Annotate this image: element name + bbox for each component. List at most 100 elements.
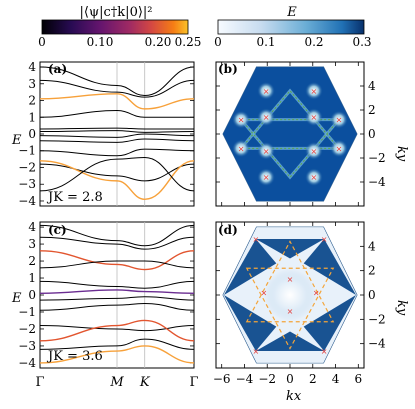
colorbar-right-tick: 0.1 bbox=[256, 35, 275, 49]
y-tick-label: −2 bbox=[18, 322, 36, 336]
band-line bbox=[39, 156, 195, 192]
dark-lobe bbox=[223, 295, 277, 351]
y-tick-label: 4 bbox=[28, 220, 36, 234]
x-tick-label: 0 bbox=[286, 372, 294, 386]
pocket-glow bbox=[304, 141, 323, 160]
pocket-marker: × bbox=[336, 144, 343, 153]
band-line bbox=[39, 289, 195, 295]
band-line bbox=[39, 236, 195, 250]
pocket-glow bbox=[257, 81, 276, 100]
pocket-marker: × bbox=[252, 347, 259, 356]
y-tick-label: −3 bbox=[18, 177, 36, 191]
band-line bbox=[39, 110, 194, 118]
band-line bbox=[39, 280, 195, 289]
y-tick-label: −1 bbox=[18, 305, 36, 319]
bz-xlabel: kx bbox=[286, 389, 302, 404]
band-line bbox=[39, 325, 195, 332]
bz-boundary bbox=[222, 66, 358, 202]
band-line bbox=[39, 319, 195, 342]
y-tick-label: 0 bbox=[368, 127, 376, 141]
dark-lobe bbox=[303, 239, 357, 295]
band-line bbox=[39, 133, 195, 138]
pocket-marker: × bbox=[313, 289, 320, 298]
y-tick-label: 4 bbox=[28, 60, 36, 74]
panel-a-band-structure: 4 3 2 1 0 −1 −2 −3 −4 bbox=[18, 60, 195, 208]
colorbar-right-gradient bbox=[217, 19, 365, 35]
pocket-glow bbox=[232, 110, 251, 129]
x-tick-label: 6 bbox=[354, 372, 362, 386]
pocket-glow bbox=[304, 81, 323, 100]
y-tick-label: −3 bbox=[18, 339, 36, 353]
pocket-marker: × bbox=[260, 289, 267, 298]
band-line bbox=[39, 66, 195, 96]
colorbar-left: |⟨ψ|c†k|0⟩|² 0 0.10 0.20 0.25 bbox=[38, 5, 201, 49]
dark-lobe bbox=[255, 331, 325, 351]
pocket-marker: × bbox=[252, 235, 259, 244]
y-tick-label: −4 bbox=[18, 194, 36, 208]
y-tick-label: −2 bbox=[368, 151, 386, 165]
colorbar-right-tick: 0.2 bbox=[304, 35, 323, 49]
y-tick-label: −2 bbox=[18, 160, 36, 174]
pocket-marker: × bbox=[263, 147, 270, 156]
panel-b-tag: (b) bbox=[218, 62, 238, 76]
panel-a-tag: (a) bbox=[48, 62, 67, 76]
band-line bbox=[39, 79, 195, 98]
pocket-glow bbox=[257, 108, 276, 127]
panel-c-annotation: JK = 3.6 bbox=[46, 349, 103, 364]
y-tick-label: 1 bbox=[28, 110, 36, 124]
band-line bbox=[39, 302, 195, 311]
y-tick-label: 1 bbox=[28, 271, 36, 285]
colorbar-right-tick: 0 bbox=[214, 35, 222, 49]
y-tick-label: 2 bbox=[28, 94, 36, 108]
band-line bbox=[39, 260, 195, 269]
y-tick-label: −4 bbox=[368, 175, 386, 189]
pocket-glow bbox=[329, 139, 348, 158]
y-tick-label: −4 bbox=[368, 337, 386, 351]
bz-ylabel-bottom: ky bbox=[394, 300, 409, 316]
band-line bbox=[39, 160, 195, 201]
band-line bbox=[39, 130, 195, 133]
panel-c-tag: (c) bbox=[48, 223, 67, 237]
band-line bbox=[39, 93, 195, 110]
pocket-marker: × bbox=[263, 113, 270, 122]
pocket-marker: × bbox=[311, 87, 318, 96]
panel-b-brillouin-zone: × × × × × × × × × × × × 4 2 0 −2 −4 bbox=[215, 61, 386, 207]
y-tick-label: 0 bbox=[28, 127, 36, 141]
x-tick-label: K bbox=[139, 375, 151, 390]
colorbar-right-tick: 0.3 bbox=[352, 35, 371, 49]
panel-a-annotation: JK = 2.8 bbox=[46, 190, 103, 205]
x-tick-label: Γ bbox=[189, 375, 198, 390]
pocket-marker: × bbox=[321, 347, 328, 356]
colorbar-left-tick: 0 bbox=[38, 35, 46, 49]
y-tick-label: 0 bbox=[368, 288, 376, 302]
colorbar-left-tick: 0.20 bbox=[145, 35, 172, 49]
y-tick-label: 4 bbox=[368, 239, 376, 253]
y-tick-label: −2 bbox=[368, 312, 386, 326]
band-line bbox=[39, 296, 195, 301]
band-line bbox=[39, 250, 195, 271]
pocket-glow bbox=[304, 168, 323, 187]
band-line bbox=[39, 148, 195, 157]
center-pocket bbox=[264, 269, 316, 321]
y-tick-label: −1 bbox=[18, 144, 36, 158]
colorbar-left-label: |⟨ψ|c†k|0⟩|² bbox=[80, 5, 153, 20]
x-tick-label: −2 bbox=[258, 372, 276, 386]
dark-lobe bbox=[255, 239, 325, 259]
colorbar-right: E 0 0.1 0.2 0.3 bbox=[214, 5, 371, 49]
pocket-marker: × bbox=[263, 87, 270, 96]
fermi-contour bbox=[245, 267, 335, 350]
panel-c-band-structure: 4 3 2 1 0 −1 −2 −3 −4 Γ M K Γ bbox=[18, 220, 198, 390]
band-line bbox=[39, 138, 195, 143]
x-tick-label: 2 bbox=[309, 372, 317, 386]
pocket-glow bbox=[232, 139, 251, 158]
y-tick-label: 4 bbox=[368, 79, 376, 93]
pocket-marker: × bbox=[263, 173, 270, 182]
pocket-glow bbox=[257, 141, 276, 160]
fermi-contour bbox=[245, 240, 335, 323]
x-tick-label: 4 bbox=[332, 372, 340, 386]
bz-boundary bbox=[222, 226, 358, 364]
band-line bbox=[39, 338, 195, 350]
x-tick-label: −4 bbox=[236, 372, 254, 386]
